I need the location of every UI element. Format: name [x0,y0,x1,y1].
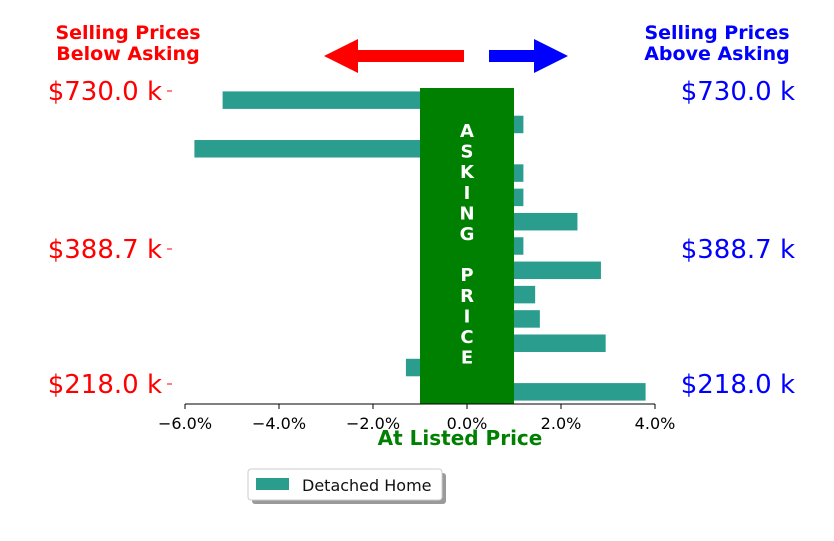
x-tick-label: −4.0% [252,414,306,433]
x-tick-label: 4.0% [635,414,676,433]
asking-band-letter: N [459,203,474,224]
left-title-line1: Selling Prices [55,22,200,44]
x-tick-label: −6.0% [158,414,212,433]
asking-band-letter: A [460,121,474,142]
asking-band-letter: R [460,286,474,307]
asking-band-letter: I [464,183,471,204]
arrow-right-blue [489,39,568,73]
right-title-line1: Selling Prices [644,22,789,44]
y-axis-labels: $730.0 k $730.0 k $388.7 k $388.7 k $218.0 k… [48,77,795,400]
y-label-left: $730.0 k [48,77,162,107]
asking-band-letter: I [464,306,471,327]
y-label-right: $730.0 k [681,77,795,107]
legend: Detached Home [247,468,446,504]
x-axis: −6.0% −4.0% −2.0% 0.0% 2.0% 4.0% [158,403,676,433]
asking-band-letter: P [460,265,473,286]
asking-band-letter: K [460,162,475,183]
right-title-line2: Above Asking [644,43,790,65]
bar-detached-home [194,140,467,158]
x-tick-label: 2.0% [541,414,582,433]
asking-band-letter: S [461,142,474,163]
left-title-line2: Below Asking [56,43,199,65]
legend-swatch [256,478,289,490]
y-label-left: $218.0 k [48,370,162,400]
arrow-left-red [324,39,464,73]
y-label-right: $218.0 k [681,370,795,400]
asking-band-letter: G [460,224,475,245]
legend-label: Detached Home [302,476,432,495]
bar-detached-home [222,91,467,109]
x-tick-label: 0.0% [447,414,488,433]
x-axis-label: At Listed Price [378,426,543,450]
asking-band-rect [420,88,514,404]
asking-band-letter: E [461,348,473,369]
asking-band-letter: C [460,327,473,348]
y-label-left: $388.7 k [48,235,162,265]
legend-box [247,468,443,501]
x-tick-label: −2.0% [346,414,400,433]
y-label-right: $388.7 k [681,235,795,265]
